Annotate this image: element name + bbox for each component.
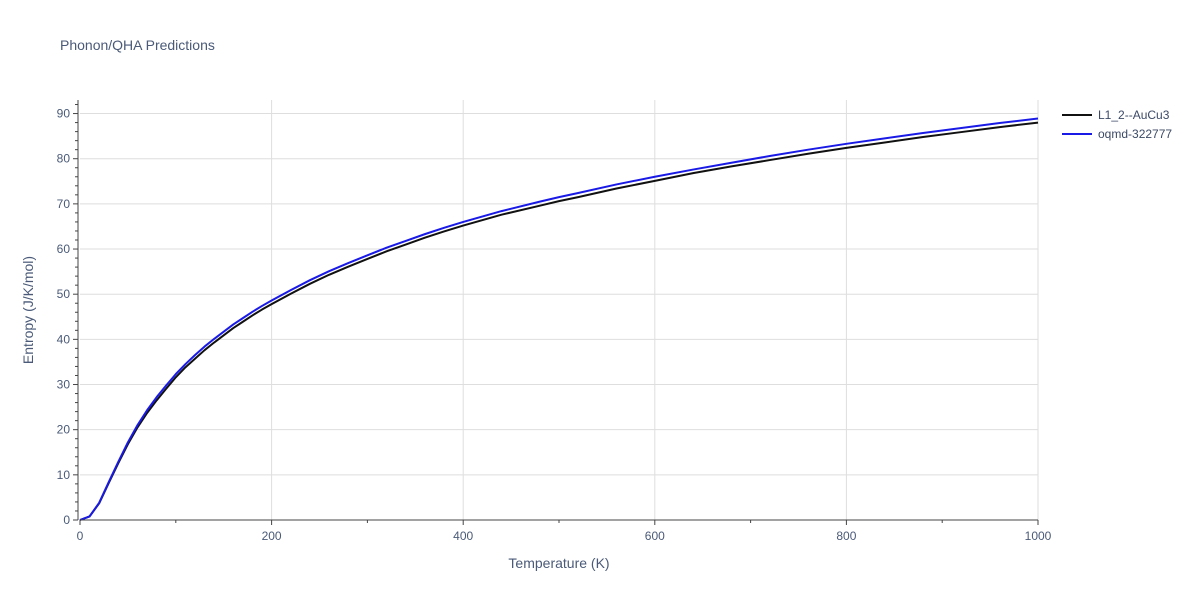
x-axis-title: Temperature (K) bbox=[508, 555, 609, 571]
grid-lines bbox=[80, 100, 1039, 520]
x-tick-label: 800 bbox=[836, 529, 856, 543]
y-axis-title: Entropy (J/K/mol) bbox=[20, 256, 36, 364]
x-tick-label: 400 bbox=[453, 529, 473, 543]
tick-labels: 0 200 400 600 800 1000 0 10 20 30 40 50 60 70 80 90 bbox=[57, 107, 1052, 543]
series-line-0 bbox=[79, 121, 1039, 521]
x-tick-label: 600 bbox=[645, 529, 665, 543]
series-line-1 bbox=[79, 117, 1039, 521]
y-tick-label: 80 bbox=[57, 152, 71, 166]
y-tick-label: 40 bbox=[57, 332, 71, 346]
y-tick-label: 60 bbox=[57, 242, 71, 256]
chart-title: Phonon/QHA Predictions bbox=[60, 37, 215, 53]
y-tick-label: 50 bbox=[57, 287, 71, 301]
y-tick-label: 70 bbox=[57, 197, 71, 211]
legend-item-0[interactable]: L1_2--AuCu3 bbox=[1062, 108, 1170, 122]
legend-item-1[interactable]: oqmd-322777 bbox=[1062, 127, 1172, 141]
y-tick-label: 90 bbox=[57, 107, 71, 121]
x-tick-label: 0 bbox=[77, 529, 84, 543]
legend-label-1: oqmd-322777 bbox=[1098, 127, 1172, 141]
y-tick-label: 0 bbox=[63, 513, 70, 527]
y-tick-label: 30 bbox=[57, 378, 71, 392]
legend-label-0: L1_2--AuCu3 bbox=[1098, 108, 1170, 122]
x-tick-label: 1000 bbox=[1025, 529, 1052, 543]
x-tick-label: 200 bbox=[262, 529, 282, 543]
axes bbox=[73, 100, 1039, 525]
series-lines bbox=[79, 117, 1039, 521]
y-tick-label: 20 bbox=[57, 423, 71, 437]
y-tick-label: 10 bbox=[57, 468, 71, 482]
legend[interactable]: L1_2--AuCu3 oqmd-322777 bbox=[1062, 108, 1172, 141]
